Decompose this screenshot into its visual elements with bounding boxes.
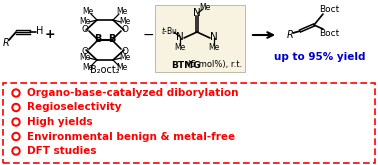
Text: O: O xyxy=(82,24,88,33)
Circle shape xyxy=(12,103,20,112)
Text: Environmental benign & metal-free: Environmental benign & metal-free xyxy=(27,132,235,142)
Circle shape xyxy=(12,132,20,141)
Text: R: R xyxy=(287,30,293,40)
Text: H: H xyxy=(36,26,44,36)
Text: B: B xyxy=(94,34,102,44)
Text: (5 mol%), r.t.: (5 mol%), r.t. xyxy=(186,61,243,69)
Text: O: O xyxy=(121,47,129,55)
Text: Me: Me xyxy=(199,3,211,13)
Text: O: O xyxy=(82,47,88,55)
Circle shape xyxy=(14,134,18,138)
Text: R: R xyxy=(3,38,9,48)
Text: High yields: High yields xyxy=(27,117,93,127)
Text: Boct: Boct xyxy=(319,29,339,37)
Circle shape xyxy=(12,147,20,155)
Text: BTMG: BTMG xyxy=(171,61,201,69)
Text: Boct: Boct xyxy=(319,5,339,15)
Text: Me: Me xyxy=(79,53,91,63)
Text: Me: Me xyxy=(82,7,94,16)
Circle shape xyxy=(14,105,18,110)
Circle shape xyxy=(12,118,20,126)
Circle shape xyxy=(14,120,18,124)
Text: B₂oct₂: B₂oct₂ xyxy=(90,65,120,75)
Circle shape xyxy=(12,89,20,97)
Text: −: − xyxy=(142,28,154,42)
Text: Regioselectivity: Regioselectivity xyxy=(27,102,121,113)
Text: +: + xyxy=(45,29,55,42)
Text: B: B xyxy=(108,34,116,44)
Text: DFT studies: DFT studies xyxy=(27,146,96,156)
Text: O: O xyxy=(121,24,129,33)
Text: Me: Me xyxy=(208,44,220,52)
FancyBboxPatch shape xyxy=(155,5,245,72)
Text: N: N xyxy=(193,8,201,18)
Text: N: N xyxy=(176,32,184,42)
Text: N: N xyxy=(210,32,218,42)
Text: Me: Me xyxy=(82,64,94,72)
Text: Me: Me xyxy=(119,53,131,63)
Text: Me: Me xyxy=(119,17,131,27)
Text: $\mathit{t}$-Bu: $\mathit{t}$-Bu xyxy=(161,24,178,35)
Text: Me: Me xyxy=(116,7,128,16)
Circle shape xyxy=(14,91,18,95)
FancyBboxPatch shape xyxy=(3,83,375,163)
Text: Me: Me xyxy=(174,44,186,52)
Text: up to 95% yield: up to 95% yield xyxy=(274,52,366,62)
Text: Me: Me xyxy=(79,17,91,27)
Circle shape xyxy=(14,149,18,153)
Text: Me: Me xyxy=(116,64,128,72)
Text: Organo-base-catalyzed diborylation: Organo-base-catalyzed diborylation xyxy=(27,88,239,98)
